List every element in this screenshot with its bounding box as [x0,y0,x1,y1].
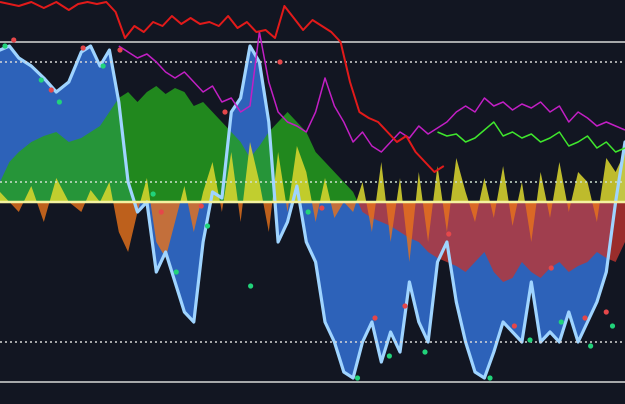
peak-marker [277,59,283,65]
peak-marker [158,209,164,215]
peak-marker [319,205,325,211]
trough-marker [2,43,8,49]
trough-marker [150,191,156,197]
trough-marker [305,209,311,215]
peak-marker [548,265,554,271]
trough-marker [56,99,62,105]
trough-marker [386,353,392,359]
series-magenta-line [118,31,625,153]
trough-marker [173,269,179,275]
peak-marker [446,231,452,237]
level-lines-layer [0,41,625,383]
peak-marker [80,45,86,51]
peak-marker [402,303,408,309]
indicator-lines-layer [0,1,625,173]
trough-marker [100,63,106,69]
peak-marker [603,309,609,315]
trough-marker [558,319,564,325]
trough-marker [609,323,616,329]
peak-marker [48,87,54,93]
series-red-line [0,1,445,173]
trough-marker [204,223,211,229]
trough-marker [487,375,493,381]
peak-marker [582,315,588,321]
trough-marker [588,343,594,349]
peak-marker [222,109,228,115]
peak-marker [372,315,378,321]
series-green-line [437,121,625,153]
trough-marker [248,283,254,289]
area-layer [0,44,625,380]
peak-marker [117,47,123,53]
series-slow-area-positive [0,142,625,202]
trough-marker [354,375,361,381]
series-mid-area-positive [0,86,625,202]
series-slow-area-negative [0,202,625,262]
peak-marker [511,323,517,329]
series-fast-area [0,46,625,378]
peak-marker [11,37,17,43]
trough-marker [38,77,44,83]
series-fast-line [0,44,625,380]
trough-marker [422,349,428,355]
trough-marker [527,337,533,343]
peak-marker [198,203,204,209]
marker-layer [2,37,616,381]
series-mid-area-negative [0,202,625,282]
